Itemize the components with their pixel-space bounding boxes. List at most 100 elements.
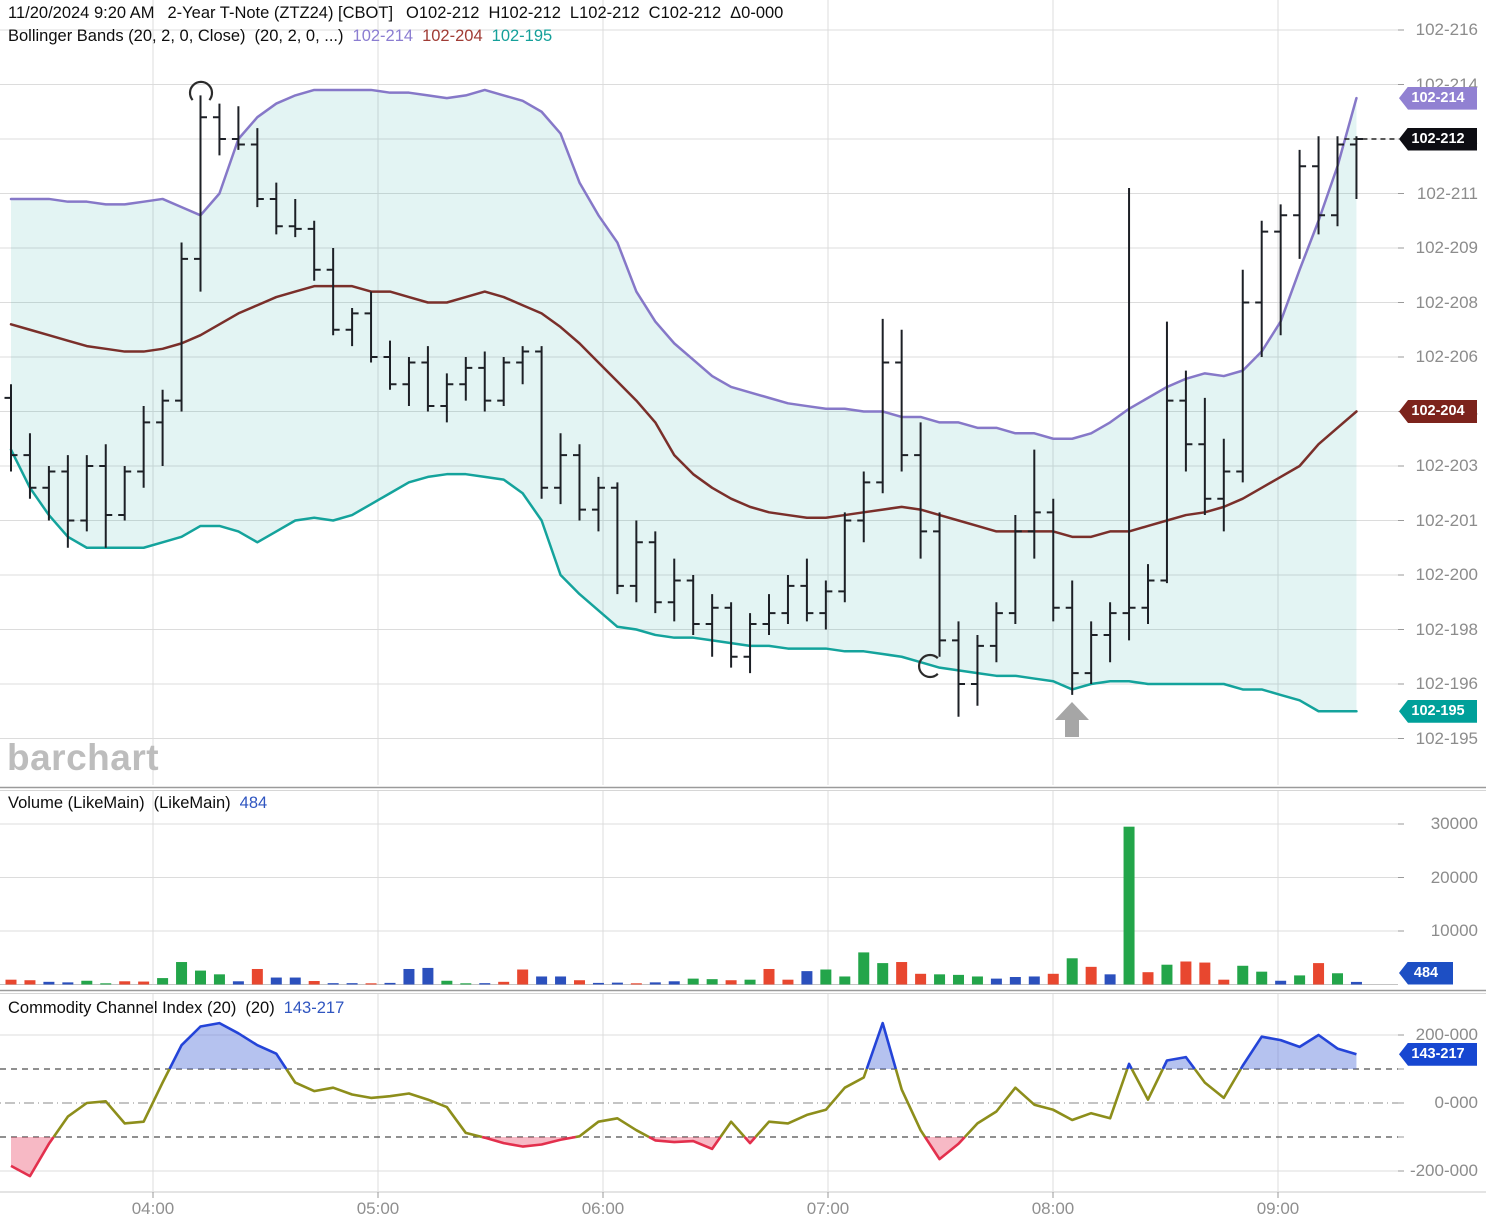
volume-bar (1199, 962, 1211, 985)
volume-axis-label: 30000 (1430, 814, 1478, 833)
volume-bar (1123, 826, 1135, 985)
cci-axis-label: 200-000 (1415, 1025, 1478, 1044)
volume-bar (953, 974, 964, 985)
volume-bar (668, 981, 680, 985)
volume-bar (43, 981, 55, 985)
volume-bar (896, 962, 908, 985)
volume-bar (270, 977, 282, 985)
volume-bar (327, 983, 339, 985)
price-axis-label: 102-198 (1415, 619, 1478, 639)
volume-bar (1218, 979, 1230, 985)
volume-bar (1294, 975, 1306, 985)
volume-bar (782, 979, 794, 985)
volume-last-value: 484 (239, 794, 268, 812)
volume-bar (460, 983, 472, 985)
volume-bar (81, 980, 93, 985)
volume-bar (24, 980, 36, 985)
quote-datetime: 11/20/2024 9:20 AM (8, 4, 155, 22)
volume-bar (536, 976, 548, 985)
volume-bar (1028, 976, 1040, 985)
price-axis-label: 102-208 (1415, 292, 1478, 312)
bollinger-lower-value: 102-195 (491, 27, 553, 45)
volume-bar (630, 983, 642, 985)
volume-bar (1313, 963, 1325, 985)
volume-bar (574, 980, 585, 985)
volume-bar (1066, 958, 1078, 985)
quote-symbol: 2-Year T-Note (ZTZ24) [CBOT] (167, 4, 394, 22)
quote-low: L102-212 (569, 4, 640, 22)
volume-bar (801, 971, 813, 985)
volume-bar (971, 976, 983, 985)
volume-bar (1350, 981, 1362, 985)
price-axis-label: 102-216 (1415, 20, 1478, 39)
volume-bar (611, 982, 623, 985)
volume-bar (1161, 964, 1173, 985)
time-axis-label: 05:00 (356, 1199, 400, 1218)
quote-change: Δ0-000 (730, 4, 784, 22)
volume-bar (62, 982, 74, 985)
volume-bar (1237, 965, 1249, 985)
volume-bar (1180, 961, 1192, 985)
volume-legend-params: (LikeMain) (153, 794, 231, 812)
volume-bar (1142, 972, 1154, 985)
volume-bar (592, 982, 604, 985)
volume-bar (232, 981, 244, 985)
time-axis-label: 09:00 (1256, 1199, 1300, 1218)
cci-last-value: 143-217 (283, 999, 345, 1017)
volume-legend-name: Volume (LikeMain) (8, 794, 145, 812)
quote-high: H102-212 (488, 4, 561, 22)
volume-bar (100, 983, 112, 985)
volume-bar (498, 981, 510, 985)
price-axis-label: 102-196 (1415, 674, 1478, 693)
volume-bar (1275, 980, 1287, 985)
volume-bar (441, 980, 453, 985)
volume-bar (308, 981, 320, 985)
time-axis-label: 06:00 (581, 1199, 625, 1218)
volume-bar (157, 978, 169, 985)
volume-bar (346, 983, 358, 985)
volume-bar (1256, 971, 1268, 985)
bollinger-legend: Bollinger Bands (20, 2, 0, Close) (20, 2,… (8, 27, 561, 46)
volume-bar (517, 969, 529, 985)
volume-bar (138, 981, 150, 985)
axis-badge-102-195: 102-195 (1399, 699, 1477, 723)
volume-bar (251, 968, 263, 985)
volume-bar (555, 976, 567, 985)
quote-header: 11/20/2024 9:20 AM 2-Year T-Note (ZTZ24) … (8, 4, 796, 23)
volume-bar (1009, 977, 1021, 985)
volume-bar (1085, 966, 1097, 985)
axis-badge-102-204: 102-204 (1399, 400, 1477, 423)
volume-legend: Volume (LikeMain) (LikeMain) 484 (8, 794, 280, 813)
volume-bar (1047, 973, 1059, 985)
price-axis-label: 102-209 (1415, 238, 1478, 257)
volume-bar (422, 967, 434, 985)
volume-bar (744, 979, 756, 985)
axis-badge-484: 484 (1399, 961, 1453, 985)
volume-bar (176, 962, 188, 985)
bollinger-legend-name: Bollinger Bands (20, 2, 0, Close) (8, 27, 246, 45)
price-axis-label: 102-200 (1415, 565, 1478, 584)
volume-bar (384, 982, 396, 985)
volume-bar (820, 969, 832, 985)
volume-bar (858, 952, 870, 985)
cci-legend: Commodity Channel Index (20) (20) 143-217 (8, 999, 357, 1018)
price-axis-label: 102-211 (1416, 183, 1478, 203)
arc-annotation (188, 80, 214, 101)
price-axis-label: 102-206 (1415, 347, 1478, 366)
volume-bar (479, 983, 491, 985)
quote-close: C102-212 (648, 4, 722, 22)
volume-axis-label: 20000 (1430, 867, 1478, 887)
cci-axis-label: -200-000 (1409, 1161, 1478, 1180)
volume-bar (990, 978, 1002, 985)
volume-bar (289, 977, 301, 985)
time-axis-label: 07:00 (806, 1199, 850, 1218)
axis-badge-102-214: 102-214 (1399, 86, 1477, 110)
volume-bar (725, 980, 737, 985)
arc-annotation (918, 653, 939, 679)
axis-badge-143-217: 143-217 (1399, 1042, 1477, 1066)
volume-bar (706, 979, 718, 985)
volume-axis-label: 10000 (1430, 921, 1478, 940)
volume-bar (934, 974, 946, 985)
